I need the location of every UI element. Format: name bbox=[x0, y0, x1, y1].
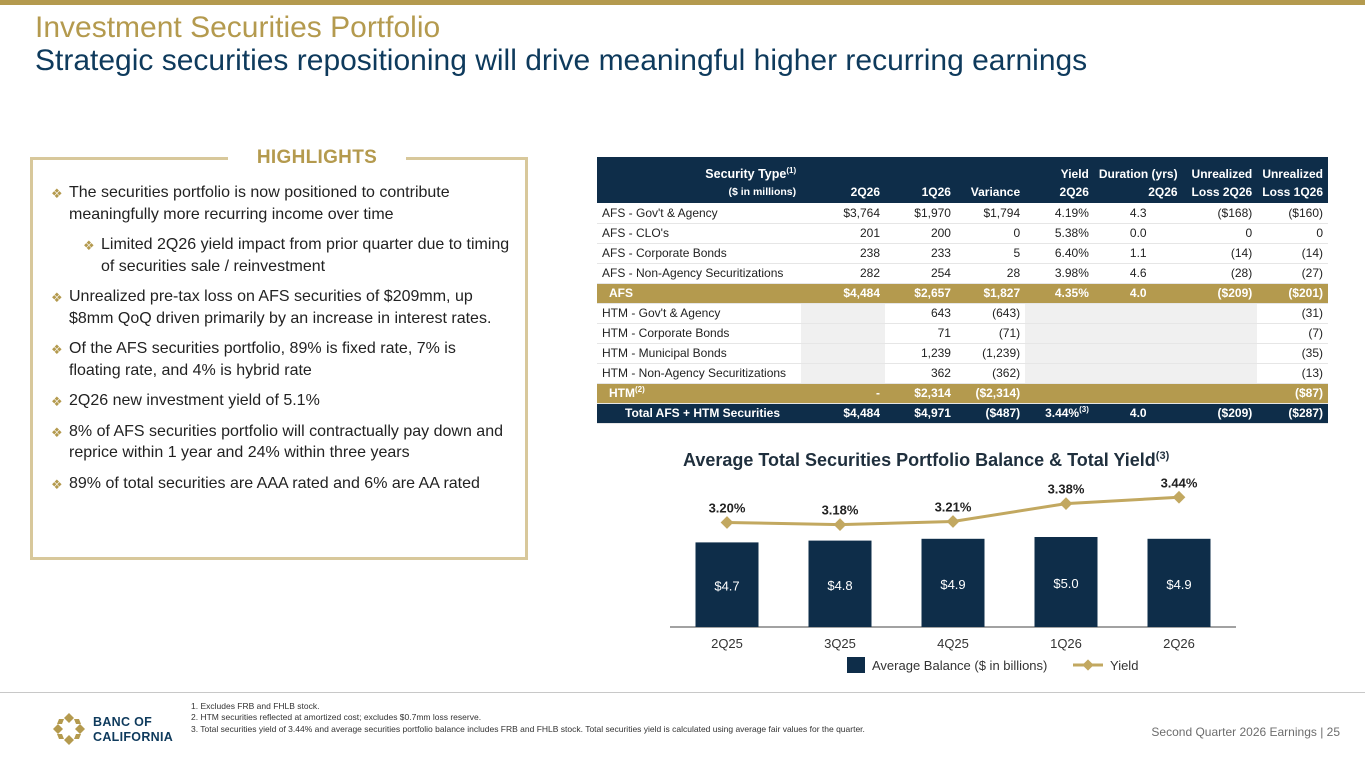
chart-title: Average Total Securities Portfolio Balan… bbox=[683, 450, 1170, 470]
bar-value-label: $4.9 bbox=[1166, 577, 1191, 592]
table-header-row: Security Type(1) Yield Duration (yrs) Un… bbox=[597, 157, 1328, 181]
table-row: AFS - Corporate Bonds 238 233 5 6.40% 1.1 (14)… bbox=[597, 243, 1328, 264]
balance-bar bbox=[808, 540, 872, 627]
table-row: HTM - Municipal Bonds 1,239 (1,239) (35) bbox=[597, 343, 1328, 364]
column-header-unrealized: Unrealized bbox=[1257, 157, 1328, 181]
htm-subtotal-row: HTM(2) - $2,314 ($2,314) ($87) bbox=[597, 383, 1328, 404]
yield-data-label: 3.18% bbox=[822, 503, 859, 518]
bar-value-label: $4.9 bbox=[940, 577, 965, 592]
column-header-yield: Yield bbox=[1025, 157, 1094, 181]
table-row: AFS - Gov't & Agency $3,764 $1,970 $1,794 4.… bbox=[597, 203, 1328, 224]
highlight-item: ❖ The securities portfolio is now positio… bbox=[51, 184, 450, 223]
x-tick-label: 3Q25 bbox=[824, 636, 856, 651]
legend-swatch-balance bbox=[847, 657, 865, 673]
top-accent-bar bbox=[0, 0, 1365, 5]
yield-point bbox=[833, 518, 847, 531]
footnote: 1. Excludes FRB and FHLB stock. bbox=[191, 701, 320, 711]
balance-bar bbox=[1147, 538, 1211, 627]
highlight-item: ❖ 89% of total securities are AAA rated a… bbox=[51, 473, 511, 495]
total-row: Total AFS + HTM Securities $4,484 $4,971 ($… bbox=[597, 403, 1328, 424]
yield-data-label: 3.21% bbox=[935, 499, 972, 514]
column-header-unrealized: Unrealized bbox=[1182, 157, 1258, 181]
bar-value-label: $4.7 bbox=[714, 579, 739, 594]
legend-label-balance: Average Balance ($ in billions) bbox=[872, 658, 1047, 673]
table-header-row: ($ in millions) 2Q26 1Q26 Variance 2Q26 … bbox=[597, 181, 1328, 203]
yield-data-label: 3.20% bbox=[709, 501, 746, 516]
afs-subtotal-row: AFS $4,484 $2,657 $1,827 4.35% 4.0 ($209) ($201… bbox=[597, 283, 1328, 304]
legend-marker-yield bbox=[1082, 659, 1094, 671]
x-tick-label: 2Q25 bbox=[711, 636, 743, 651]
x-tick-label: 4Q25 bbox=[937, 636, 969, 651]
yield-point bbox=[720, 516, 734, 529]
page-subtitle: Strategic securities repositioning will … bbox=[35, 44, 1088, 77]
diamond-bullet-icon: ❖ bbox=[51, 476, 63, 492]
diamond-bullet-icon: ❖ bbox=[83, 238, 95, 253]
yield-data-label: 3.38% bbox=[1048, 482, 1085, 497]
highlights-panel: HIGHLIGHTS ❖ The securities portfolio is … bbox=[30, 146, 528, 560]
column-header-2q26: 2Q26 bbox=[801, 181, 886, 203]
table-row: AFS - CLO's 201 200 0 5.38% 0.0 0 0 bbox=[597, 223, 1328, 244]
securities-table: Security Type(1) Yield Duration (yrs) Un… bbox=[597, 157, 1328, 424]
logo-text: BANC OF CALIFORNIA bbox=[93, 715, 174, 744]
bar-value-label: $4.8 bbox=[827, 578, 852, 593]
units-label: ($ in millions) bbox=[597, 181, 802, 203]
page-footer: Second Quarter 2026 Earnings | 25 bbox=[1151, 725, 1340, 739]
diamond-bullet-icon: ❖ bbox=[51, 290, 63, 305]
yield-point bbox=[946, 515, 960, 528]
highlight-item: ❖ 2Q26 new investment yield of 5.1% bbox=[51, 390, 511, 412]
yield-data-label: 3.44% bbox=[1161, 475, 1198, 490]
column-header-variance: Variance bbox=[955, 181, 1026, 203]
diamond-bullet-icon: ❖ bbox=[51, 394, 63, 409]
footer-divider bbox=[0, 692, 1365, 693]
footnotes: 1. Excludes FRB and FHLB stock. 2. HTM s… bbox=[191, 701, 865, 735]
footnote: 2. HTM securities reflected at amortized… bbox=[191, 712, 482, 723]
balance-bar bbox=[695, 542, 759, 627]
table-row: AFS - Non-Agency Securitizations 282 254 28… bbox=[597, 263, 1328, 284]
highlight-item: ❖ Unrealized pre-tax loss on AFS securiti… bbox=[51, 288, 492, 327]
table-row: HTM - Non-Agency Securitizations 362 (362)… bbox=[597, 363, 1328, 384]
page-title: Investment Securities Portfolio bbox=[35, 11, 441, 44]
balance-bar bbox=[1034, 537, 1098, 627]
column-header-loss-2q26: Loss 2Q26 bbox=[1182, 181, 1258, 203]
yield-point bbox=[1172, 490, 1186, 504]
highlight-sub-item: ❖ Limited 2Q26 yield impact from prior qu… bbox=[83, 236, 510, 275]
diamond-bullet-icon: ❖ bbox=[51, 186, 63, 201]
highlight-item: ❖ Of the AFS securities portfolio, 89% is… bbox=[51, 340, 456, 379]
highlight-item: ❖ 8% of AFS securities portfolio will con… bbox=[51, 422, 503, 462]
column-header-loss-1q26: Loss 1Q26 bbox=[1257, 181, 1328, 203]
column-header-duration: Duration (yrs) bbox=[1093, 157, 1183, 181]
bar-value-label: $5.0 bbox=[1053, 576, 1078, 591]
diamond-bullet-icon: ❖ bbox=[51, 342, 63, 357]
banc-of-california-logo-icon bbox=[53, 713, 85, 745]
column-header-yield-2q26: 2Q26 bbox=[1025, 181, 1094, 203]
column-header-duration-2q26: 2Q26 bbox=[1093, 181, 1183, 203]
x-tick-label: 2Q26 bbox=[1163, 636, 1195, 651]
diamond-bullet-icon: ❖ bbox=[51, 424, 63, 440]
column-header-1q26: 1Q26 bbox=[885, 181, 956, 203]
yield-point bbox=[1059, 497, 1073, 510]
x-tick-label: 1Q26 bbox=[1050, 636, 1082, 651]
balance-bar bbox=[921, 538, 985, 627]
table-row: HTM - Gov't & Agency 643 (643) (31) bbox=[597, 303, 1328, 324]
table-row: HTM - Corporate Bonds 71 (71) (7) bbox=[597, 323, 1328, 344]
balance-yield-chart: $4.7 2Q25 $4.8 3Q25 $4.9 4Q25 $5.0 1Q26 $4.9 2Q26… bbox=[670, 475, 1236, 673]
column-header-security-type: Security Type(1) bbox=[597, 157, 802, 181]
footnote: 3. Total securities yield of 3.44% and a… bbox=[191, 723, 865, 734]
highlights-list: ❖ The securities portfolio is now positio… bbox=[51, 182, 511, 503]
legend-label-yield: Yield bbox=[1110, 658, 1138, 673]
highlights-title: HIGHLIGHTS bbox=[228, 146, 406, 170]
